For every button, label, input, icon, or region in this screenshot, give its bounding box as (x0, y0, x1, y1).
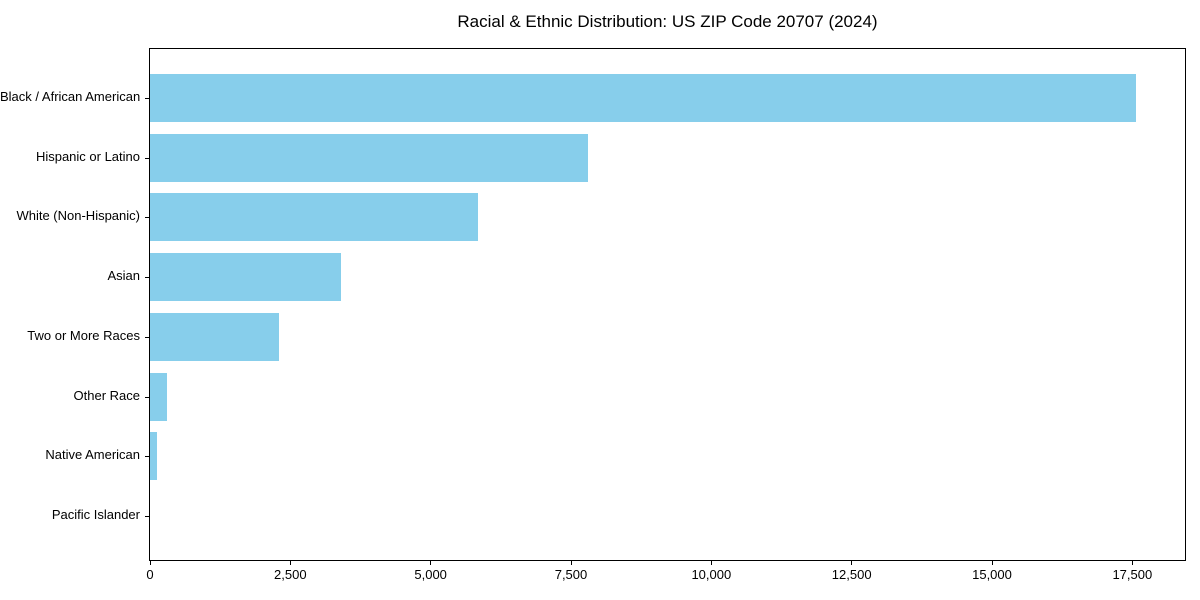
x-tick-mark (149, 560, 151, 565)
y-tick-mark (145, 515, 150, 517)
bar-native-american (150, 432, 157, 481)
x-tick-mark (1131, 560, 1133, 565)
y-tick-label-white-non-hispanic: White (Non-Hispanic) (16, 208, 140, 224)
y-tick-label-native-american: Native American (45, 447, 140, 463)
y-tick-label-asian: Asian (107, 268, 140, 284)
x-tick-mark (289, 560, 291, 565)
bar-asian (150, 253, 342, 302)
bar-two-or-more-races (150, 312, 279, 361)
y-tick-label-pacific-islander: Pacific Islander (51, 506, 140, 522)
x-tick-label-12500: 12,500 (831, 567, 872, 582)
y-tick-mark (145, 277, 150, 279)
bar-white-non-hispanic (150, 193, 478, 242)
y-tick-mark (145, 98, 150, 99)
y-tick-mark (145, 396, 150, 398)
x-tick-label-2500: 2,500 (274, 567, 307, 582)
x-tick-mark (570, 560, 572, 565)
bar-other-race (150, 372, 167, 421)
x-tick-label-0: 0 (146, 567, 154, 582)
x-tick-label-15000: 15,000 (972, 567, 1012, 582)
y-tick-mark (145, 157, 150, 159)
x-tick-label-5000: 5,000 (414, 567, 447, 582)
bar-black-african-american (150, 74, 1136, 122)
chart-title: Racial & Ethnic Distribution: US ZIP Cod… (457, 12, 878, 31)
y-tick-mark (145, 217, 150, 219)
x-tick-label-17500: 17,500 (1112, 567, 1153, 582)
y-tick-label-two-or-more-races: Two or More Races (27, 327, 140, 343)
y-tick-mark (145, 456, 150, 458)
bar-hispanic-or-latino (150, 133, 588, 182)
y-tick-label-other-race: Other Race (73, 387, 140, 403)
x-tick-mark (710, 560, 712, 565)
y-tick-mark (145, 336, 150, 338)
y-tick-label-black-african-american: Black / African American (0, 89, 141, 104)
x-tick-mark (430, 560, 432, 565)
x-tick-mark (991, 560, 993, 565)
x-tick-mark (851, 560, 853, 565)
y-tick-label-hispanic-or-latino: Hispanic or Latino (35, 148, 140, 164)
plot-area (145, 48, 1186, 565)
x-tick-label-7500: 7,500 (554, 567, 588, 582)
x-tick-label-10000: 10,000 (691, 567, 732, 582)
